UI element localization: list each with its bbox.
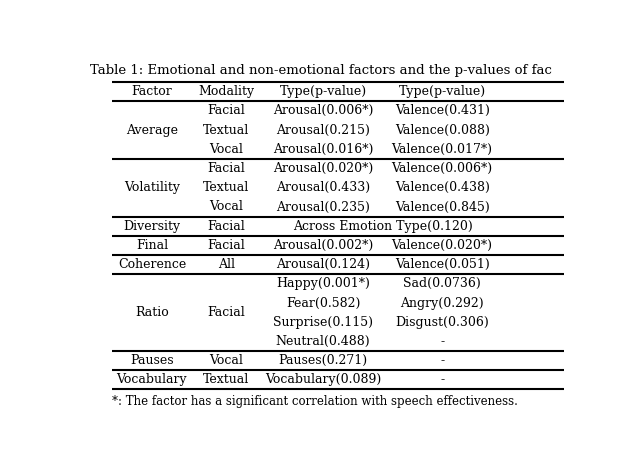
- Text: Vocabulary: Vocabulary: [116, 373, 188, 386]
- Text: Diversity: Diversity: [124, 220, 180, 233]
- Text: Textual: Textual: [203, 124, 250, 137]
- Text: Valence(0.020*): Valence(0.020*): [392, 239, 493, 252]
- Text: -: -: [440, 354, 444, 367]
- Text: Ratio: Ratio: [135, 306, 169, 319]
- Text: -: -: [440, 335, 444, 348]
- Text: Valence(0.431): Valence(0.431): [395, 104, 490, 117]
- Text: Arousal(0.016*): Arousal(0.016*): [273, 143, 373, 156]
- Text: Vocabulary(0.089): Vocabulary(0.089): [265, 373, 381, 386]
- Text: Angry(0.292): Angry(0.292): [400, 297, 484, 310]
- Text: Sad(0.0736): Sad(0.0736): [403, 277, 481, 290]
- Text: Textual: Textual: [203, 181, 250, 195]
- Text: Arousal(0.124): Arousal(0.124): [276, 258, 370, 271]
- Text: Neutral(0.488): Neutral(0.488): [276, 335, 371, 348]
- Text: Facial: Facial: [207, 104, 245, 117]
- Text: Arousal(0.433): Arousal(0.433): [276, 181, 370, 195]
- Text: Across Emotion Type(0.120): Across Emotion Type(0.120): [292, 220, 472, 233]
- Text: Facial: Facial: [207, 239, 245, 252]
- Text: Valence(0.088): Valence(0.088): [395, 124, 490, 137]
- Text: Volatility: Volatility: [124, 181, 180, 195]
- Text: Pauses: Pauses: [130, 354, 173, 367]
- Text: Arousal(0.020*): Arousal(0.020*): [273, 162, 373, 175]
- Text: Arousal(0.006*): Arousal(0.006*): [273, 104, 373, 117]
- Text: Disgust(0.306): Disgust(0.306): [396, 316, 489, 329]
- Text: Happy(0.001*): Happy(0.001*): [276, 277, 370, 290]
- Text: Final: Final: [136, 239, 168, 252]
- Text: Valence(0.051): Valence(0.051): [395, 258, 490, 271]
- Text: Arousal(0.215): Arousal(0.215): [276, 124, 370, 137]
- Text: Pauses(0.271): Pauses(0.271): [278, 354, 367, 367]
- Text: Valence(0.017*): Valence(0.017*): [392, 143, 493, 156]
- Text: Surprise(0.115): Surprise(0.115): [273, 316, 373, 329]
- Text: Valence(0.438): Valence(0.438): [395, 181, 490, 195]
- Text: Facial: Facial: [207, 162, 245, 175]
- Text: Arousal(0.235): Arousal(0.235): [276, 201, 370, 213]
- Text: Type(p-value): Type(p-value): [399, 85, 486, 98]
- Text: Type(p-value): Type(p-value): [280, 85, 367, 98]
- Text: Coherence: Coherence: [118, 258, 186, 271]
- Text: Facial: Facial: [207, 220, 245, 233]
- Text: Valence(0.845): Valence(0.845): [395, 201, 490, 213]
- Text: Fear(0.582): Fear(0.582): [286, 297, 360, 310]
- Text: Average: Average: [126, 124, 178, 137]
- Text: Vocal: Vocal: [209, 143, 243, 156]
- Text: Vocal: Vocal: [209, 201, 243, 213]
- Text: Valence(0.006*): Valence(0.006*): [392, 162, 493, 175]
- Text: -: -: [440, 373, 444, 386]
- Text: Textual: Textual: [203, 373, 250, 386]
- Text: All: All: [218, 258, 235, 271]
- Text: *: The factor has a significant correlation with speech effectiveness.: *: The factor has a significant correlat…: [112, 395, 518, 408]
- Text: Facial: Facial: [207, 306, 245, 319]
- Text: Factor: Factor: [132, 85, 172, 98]
- Text: Table 1: Emotional and non-emotional factors and the p-values of fac: Table 1: Emotional and non-emotional fac…: [90, 64, 552, 77]
- Text: Vocal: Vocal: [209, 354, 243, 367]
- Text: Modality: Modality: [198, 85, 254, 98]
- Text: Arousal(0.002*): Arousal(0.002*): [273, 239, 373, 252]
